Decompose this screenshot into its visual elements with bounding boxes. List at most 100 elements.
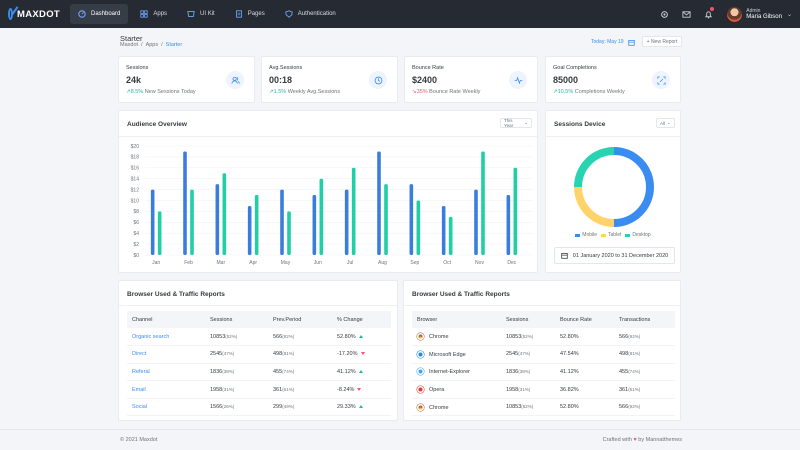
chevron-down-icon: ⌄ — [786, 11, 792, 18]
traffic-report-card: Browser Used & Traffic Reports Channel S… — [118, 280, 398, 421]
bar[interactable] — [157, 211, 162, 255]
bar[interactable] — [183, 151, 187, 255]
legend-item[interactable]: Mobile — [575, 232, 597, 238]
year-filter-select[interactable]: This Year ⌄ — [500, 118, 532, 128]
notifications-button[interactable] — [699, 5, 717, 23]
nav-pages[interactable]: Pages — [227, 4, 273, 24]
author-link[interactable]: by Mannatthemes — [638, 437, 682, 443]
table-row: Social 1566(26%) 299(49%) 29.33% — [127, 398, 391, 417]
x-tick-label: Feb — [184, 260, 193, 266]
donut-slice[interactable] — [574, 186, 615, 227]
transactions-cell: 498(81%) — [614, 345, 675, 364]
bar[interactable] — [247, 205, 252, 255]
copyright: © 2021 Maxdot — [120, 437, 158, 443]
messages-button[interactable] — [677, 5, 695, 23]
bar[interactable] — [474, 189, 478, 255]
prev-period-cell: 498(81%) — [268, 345, 332, 364]
sessions-cell: 10853(52%) — [205, 328, 268, 347]
bounce-rate-cell: 52.80% — [555, 328, 614, 347]
bar[interactable] — [280, 189, 284, 255]
change-cell: 29.33% — [332, 398, 391, 417]
top-navbar: MAXDOT Dashboard Apps UI Kit Pages Authe… — [0, 0, 800, 28]
bar[interactable] — [448, 216, 453, 255]
breadcrumb-item[interactable]: Apps — [145, 42, 159, 48]
settings-button[interactable] — [655, 5, 673, 23]
calendar-icon — [561, 253, 568, 259]
bar[interactable] — [215, 184, 220, 255]
bar[interactable] — [312, 195, 317, 255]
y-tick-label: $0 — [133, 253, 139, 259]
caret-up-icon — [358, 370, 363, 374]
y-tick-label: $6 — [133, 220, 139, 226]
bar[interactable] — [222, 173, 227, 255]
new-report-button[interactable]: + New Report — [642, 36, 682, 47]
stat-title: Sessions — [126, 65, 149, 71]
channel-cell[interactable]: Direct — [127, 345, 205, 364]
user-menu[interactable]: Admin Maria Gibson ⌄ — [727, 6, 792, 22]
sessions-cell: 1836(38%) — [205, 363, 268, 382]
change-cell: -17.20% — [332, 345, 391, 364]
bar[interactable] — [254, 195, 259, 255]
device-filter-select[interactable]: All ⌄ — [656, 118, 675, 128]
donut-slice[interactable] — [613, 147, 654, 227]
nav-dashboard[interactable]: Dashboard — [70, 4, 129, 24]
transactions-cell: 455(74%) — [614, 363, 675, 382]
sessions-cell: 1958(31%) — [501, 380, 555, 399]
bar[interactable] — [409, 184, 414, 255]
nav-authentication[interactable]: Authentication — [277, 4, 344, 24]
bar[interactable] — [287, 211, 291, 255]
nav-apps[interactable]: Apps — [132, 4, 175, 24]
column-header: Channel — [127, 311, 205, 328]
traffic-table: Channel Sessions Prev.Period % Change Or… — [127, 311, 391, 417]
bar[interactable] — [351, 167, 356, 255]
column-header: Sessions — [205, 311, 268, 328]
top-right-actions: Admin Maria Gibson ⌄ — [651, 0, 792, 28]
legend-item[interactable]: Tablet — [601, 232, 621, 238]
sessions-cell: 10853(52%) — [501, 328, 555, 347]
bar[interactable] — [513, 167, 518, 255]
stat-sub: ↗8.5% New Sessions Today — [126, 89, 196, 95]
stat-value: 00:18 — [269, 75, 293, 85]
trend-down-icon: ↘ — [412, 89, 417, 95]
footer: © 2021 Maxdot Crafted with ♥ by Mannatth… — [0, 429, 800, 450]
bar[interactable] — [481, 151, 485, 255]
bar[interactable] — [319, 178, 324, 255]
bar[interactable] — [384, 184, 388, 255]
bar[interactable] — [441, 205, 446, 255]
brand-name: MAXDOT — [17, 8, 60, 20]
bar[interactable] — [377, 151, 381, 255]
legend-label: Tablet — [608, 232, 622, 238]
mail-icon — [682, 10, 691, 18]
bar[interactable] — [416, 200, 421, 256]
bar[interactable] — [190, 189, 194, 255]
brand-logo[interactable]: MAXDOT — [8, 8, 60, 20]
channel-cell[interactable]: Social — [127, 398, 205, 417]
donut-slice[interactable] — [574, 147, 615, 188]
sessions-cell: 2545(47%) — [501, 345, 555, 364]
date-picker-button[interactable]: Today: May 19 — [591, 37, 635, 47]
logo-icon — [8, 8, 14, 20]
channel-cell[interactable]: Email — [127, 380, 205, 399]
column-header: Transactions — [614, 311, 675, 328]
legend-swatch — [601, 233, 607, 237]
ui-kit-icon — [187, 11, 195, 17]
nav-ui-kit[interactable]: UI Kit — [179, 4, 223, 24]
edge-icon — [417, 350, 424, 358]
stat-sub: ↘35% Bounce Rate Weekly — [412, 89, 481, 95]
y-tick-label: $14 — [131, 177, 140, 183]
channel-cell[interactable]: Referal — [127, 363, 205, 382]
column-header: Browser — [412, 311, 501, 328]
chrome-icon — [417, 333, 424, 341]
gear-icon — [660, 10, 668, 18]
bar[interactable] — [506, 195, 511, 255]
bar[interactable] — [344, 189, 349, 255]
column-header: Prev.Period — [268, 311, 332, 328]
footer-credit: Crafted with ♥ by Mannatthemes — [602, 437, 682, 443]
channel-cell[interactable]: Organic search — [127, 328, 205, 347]
stat-sub: ↗1.5% Weekly Avg.Sessions — [269, 89, 341, 95]
date-range[interactable]: 01 January 2020 to 31 December 2020 — [554, 247, 675, 264]
bar[interactable] — [150, 189, 155, 255]
x-tick-label: Mar — [217, 260, 226, 266]
breadcrumb-item[interactable]: Maxdot — [120, 42, 139, 48]
legend-item[interactable]: Desktop — [625, 232, 651, 238]
